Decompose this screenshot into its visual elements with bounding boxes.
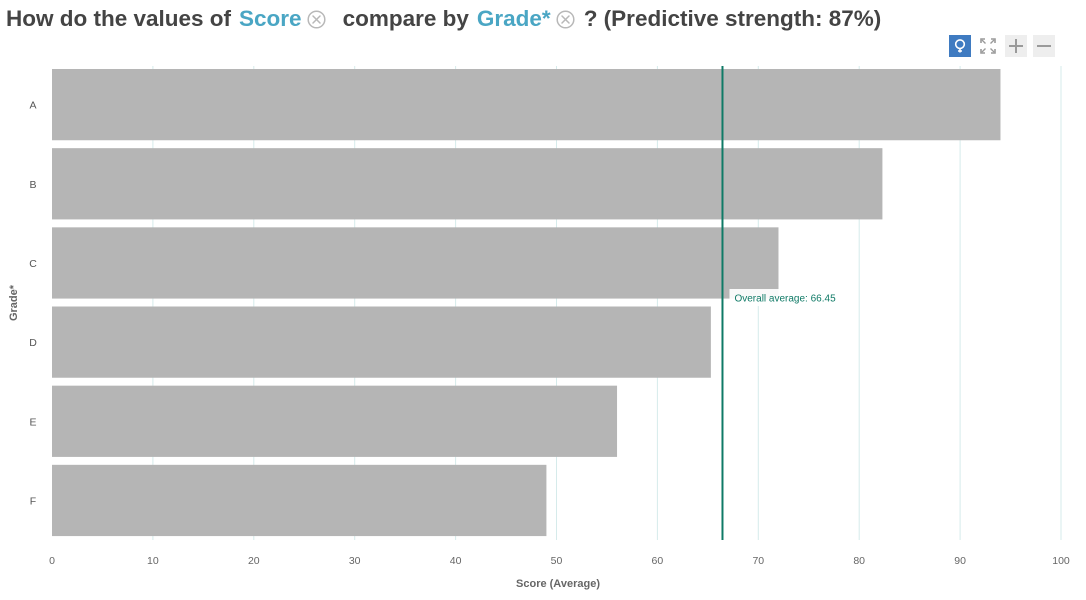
category-label-c: C	[29, 258, 37, 270]
dimension-token[interactable]: Grade*	[476, 6, 551, 31]
bar-grade-b[interactable]	[52, 148, 883, 220]
x-axis-label: Score (Average)	[516, 578, 600, 590]
x-tick-label: 90	[954, 555, 966, 567]
question-middle: compare by	[342, 6, 469, 31]
insight-lightbulb-icon[interactable]	[949, 35, 971, 57]
x-tick-label: 40	[450, 555, 462, 567]
overall-average-label-bg	[729, 289, 845, 306]
overall-average-label: Overall average: 66.45	[734, 294, 836, 305]
x-tick-label: 0	[49, 555, 55, 567]
bar-grade-e[interactable]	[52, 385, 618, 457]
category-label-d: D	[29, 337, 37, 349]
question-title: How do the values of Score compare by Gr…	[6, 5, 881, 33]
fullscreen-icon[interactable]	[977, 35, 999, 57]
category-label-f: F	[30, 495, 36, 507]
question-suffix: ? (Predictive strength: 87%)	[583, 6, 882, 31]
category-label-b: B	[29, 179, 36, 191]
category-label-e: E	[29, 416, 36, 428]
x-tick-label: 20	[248, 555, 260, 567]
zoom-out-icon[interactable]	[1033, 35, 1055, 57]
chart-toolbar	[949, 35, 1055, 57]
bar-grade-c[interactable]	[52, 227, 779, 299]
x-tick-label: 10	[147, 555, 159, 567]
measure-token[interactable]: Score	[239, 6, 302, 31]
question-prefix: How do the values of	[6, 6, 232, 31]
x-tick-label: 50	[551, 555, 563, 567]
x-tick-label: 80	[853, 555, 865, 567]
x-tick-label: 100	[1052, 555, 1070, 567]
bar-grade-f[interactable]	[52, 464, 547, 537]
bar-grade-a[interactable]	[52, 69, 1001, 141]
x-tick-label: 70	[752, 555, 764, 567]
remove-dimension-icon[interactable]	[556, 9, 576, 29]
x-tick-label: 60	[652, 555, 664, 567]
zoom-in-icon[interactable]	[1005, 35, 1027, 57]
y-axis-label: Grade*	[8, 284, 20, 321]
x-tick-label: 30	[349, 555, 361, 567]
bar-grade-d[interactable]	[52, 306, 711, 378]
remove-measure-icon[interactable]	[307, 9, 327, 29]
category-label-a: A	[29, 100, 36, 112]
